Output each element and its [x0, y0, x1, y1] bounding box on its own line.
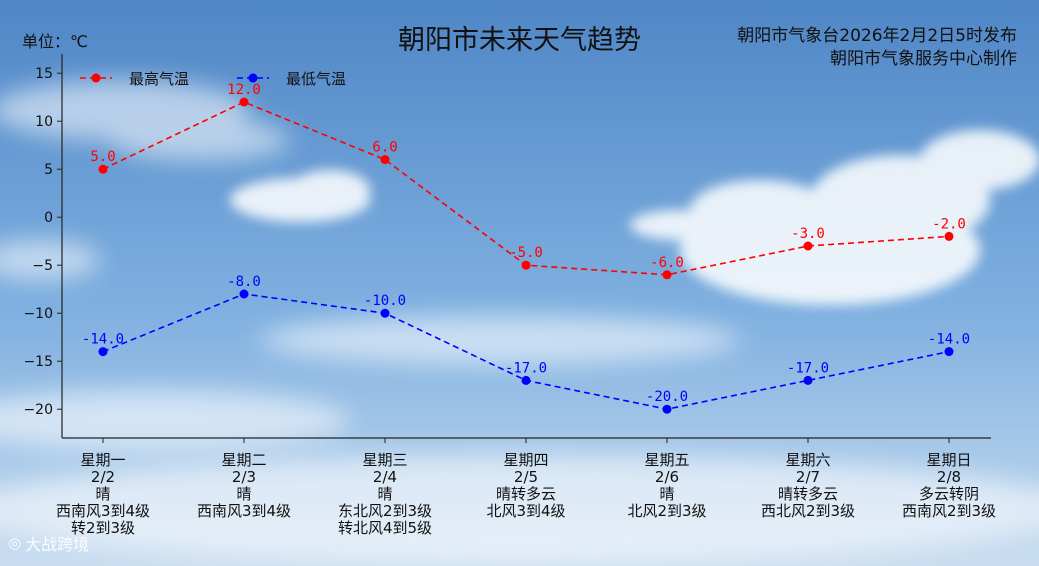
day-label: 星期三 2/4 晴东北风2到3级 转北风4到5级	[315, 452, 455, 537]
day-weather: 晴转多云	[495, 485, 556, 503]
publish-info: 朝阳市气象台2026年2月2日5时发布	[737, 26, 1017, 46]
data-label: -10.0	[364, 293, 406, 309]
day-weekday: 星期三	[362, 451, 408, 469]
day-label: 星期五 2/6 晴北风2到3级	[597, 452, 737, 520]
producer-info: 朝阳市气象服务中心制作	[830, 49, 1017, 69]
data-label: -14.0	[82, 332, 124, 348]
day-date: 2/2	[90, 468, 116, 486]
day-wind: 东北风2到3级	[337, 502, 433, 520]
data-point	[98, 347, 108, 357]
day-weather: 多云转阴	[918, 485, 979, 503]
legend-label: 最低气温	[286, 70, 346, 88]
data-label: 6.0	[372, 140, 397, 156]
day-wind: 西南风3到4级	[196, 502, 292, 520]
day-weather: 晴	[236, 485, 252, 503]
day-wind: 西南风3到4级	[55, 502, 151, 520]
data-label: -14.0	[928, 332, 970, 348]
day-date: 2/8	[936, 468, 962, 486]
data-label: -8.0	[227, 274, 261, 290]
watermark: ◎ 大战跨境	[8, 531, 89, 555]
day-date: 2/6	[654, 468, 680, 486]
data-point	[239, 97, 249, 107]
day-date: 2/4	[372, 468, 398, 486]
day-weekday: 星期五	[644, 451, 690, 469]
day-label: 星期二 2/3 晴西南风3到4级	[174, 452, 314, 520]
data-label: -6.0	[650, 255, 684, 271]
y-tick-label: 0	[44, 210, 53, 226]
day-label: 星期一 2/2 晴西南风3到4级 转2到3级	[33, 452, 173, 537]
day-weather: 晴	[659, 485, 675, 503]
y-tick-label: −10	[23, 306, 53, 322]
day-wind2: 转2到3级	[70, 519, 136, 537]
legend-marker	[91, 73, 101, 83]
day-weather: 晴	[95, 485, 111, 503]
y-tick-label: 15	[35, 66, 53, 82]
y-tick-label: −20	[23, 402, 53, 418]
data-label: -17.0	[505, 360, 547, 376]
data-point	[380, 155, 390, 165]
day-weekday: 星期六	[785, 451, 831, 469]
data-label: -5.0	[509, 245, 543, 261]
legend-label: 最高气温	[129, 70, 189, 88]
y-tick-label: 10	[35, 114, 53, 130]
data-point	[98, 164, 108, 174]
data-label: -17.0	[787, 360, 829, 376]
data-point	[803, 375, 813, 385]
camera-icon: ◎	[8, 534, 22, 552]
day-weekday: 星期四	[503, 451, 549, 469]
data-point	[944, 231, 954, 241]
day-date: 2/5	[513, 468, 539, 486]
day-wind: 西南风2到3级	[901, 502, 997, 520]
day-labels: 星期一 2/2 晴西南风3到4级 转2到3级 星期二 2/3 晴西南风3到4级 星期三 2/4 晴…	[0, 452, 1039, 566]
data-point	[521, 375, 531, 385]
series-line-low	[102, 293, 950, 411]
data-point	[239, 289, 249, 299]
data-point	[662, 404, 672, 414]
data-label: -2.0	[932, 216, 966, 232]
day-wind2: 转北风4到5级	[337, 519, 433, 537]
day-wind: 西北风2到3级	[760, 502, 856, 520]
day-date: 2/7	[795, 468, 821, 486]
y-tick-label: −15	[23, 354, 53, 370]
unit-label: 单位：℃	[22, 32, 88, 51]
day-weekday: 星期二	[221, 451, 267, 469]
day-weather: 晴转多云	[777, 485, 838, 503]
data-point	[803, 241, 813, 251]
y-tick-label: −5	[32, 258, 53, 274]
watermark-text: 大战跨境	[25, 535, 90, 554]
day-weather: 晴	[377, 485, 393, 503]
day-date: 2/3	[231, 468, 257, 486]
day-weekday: 星期日	[926, 451, 972, 469]
day-label: 星期日 2/8 多云转阴 西南风2到3级	[879, 452, 1019, 520]
data-label: -20.0	[646, 389, 688, 405]
data-label: 12.0	[227, 82, 261, 98]
data-point	[380, 308, 390, 318]
day-label: 星期六 2/7 晴转多云 西北风2到3级	[738, 452, 878, 520]
data-point	[662, 270, 672, 280]
data-label: 5.0	[90, 149, 115, 165]
day-wind: 北风3到4级	[486, 502, 566, 520]
data-point	[944, 347, 954, 357]
day-wind: 北风2到3级	[627, 502, 707, 520]
data-point	[521, 260, 531, 270]
chart-title: 朝阳市未来天气趋势	[398, 25, 641, 56]
data-label: -3.0	[791, 226, 825, 242]
legend-marker	[248, 73, 258, 83]
y-tick-label: 5	[44, 162, 53, 178]
day-weekday: 星期一	[80, 451, 126, 469]
day-label: 星期四 2/5 晴转多云 北风3到4级	[456, 452, 596, 520]
